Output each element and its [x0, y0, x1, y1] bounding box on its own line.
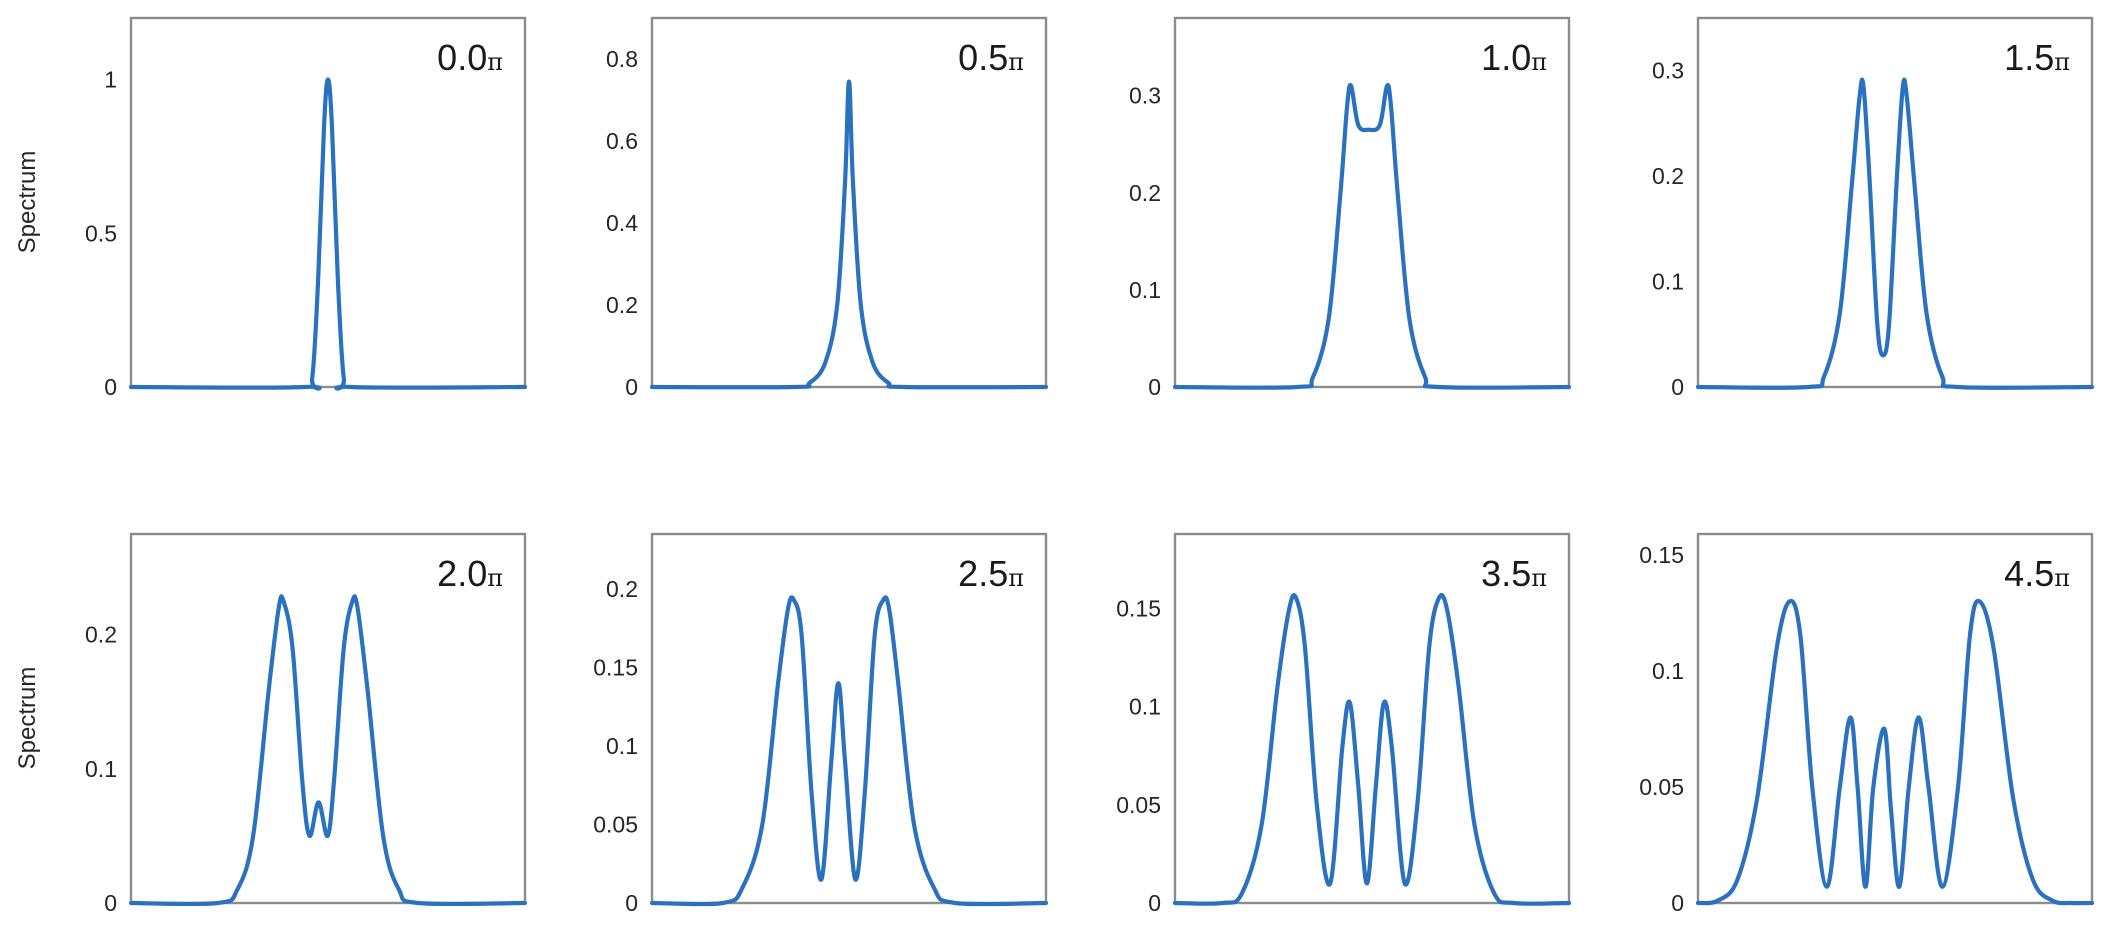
y-tick-label: 0 — [625, 890, 638, 916]
subplot-4-5pi: 0 0.05 0.1 0.15 4.5π — [1639, 532, 2095, 916]
y-tick-label: 1 — [104, 67, 117, 93]
axes-frame — [129, 532, 527, 905]
panel-phase-label: 2.0π — [437, 553, 503, 594]
y-axis-label-top-row: Spectrum — [14, 150, 41, 254]
spectrum-line — [1695, 598, 2095, 906]
y-tick-label: 0.3 — [1129, 83, 1161, 109]
y-tick-label: 0.1 — [1129, 277, 1161, 303]
y-tick-label: 0 — [1671, 890, 1684, 916]
y-tick-label: 0.6 — [606, 128, 638, 154]
y-tick-label: 0.05 — [1116, 792, 1161, 818]
phase-value: 3.5 — [1481, 553, 1531, 594]
pi-symbol: π — [1008, 48, 1024, 76]
pi-symbol: π — [1531, 564, 1547, 592]
y-tick-label: 0.1 — [1652, 658, 1684, 684]
phase-value: 2.5 — [958, 553, 1008, 594]
y-tick-label: 0.1 — [85, 756, 117, 782]
subplot-2-5pi: 0 0.05 0.1 0.15 0.2 2.5π — [593, 532, 1049, 916]
y-tick-label: 0.1 — [1129, 694, 1161, 720]
panel-phase-label: 1.0π — [1481, 37, 1547, 78]
spectrum-line — [128, 77, 528, 391]
pi-symbol: π — [2054, 564, 2070, 592]
subplot-3-5pi: 0 0.05 0.1 0.15 3.5π — [1116, 532, 1572, 916]
subplot-1-0pi: 0 0.1 0.2 0.3 1.0π — [1129, 16, 1572, 400]
y-tick-label: 0.05 — [1639, 774, 1684, 800]
phase-value: 2.0 — [437, 553, 487, 594]
y-tick-label: 0 — [1671, 374, 1684, 400]
panel-phase-label: 2.5π — [958, 553, 1024, 594]
phase-value: 0.0 — [437, 37, 487, 78]
y-tick-label: 0.8 — [606, 46, 638, 72]
subplot-0-5pi: 0 0.2 0.4 0.6 0.8 0.5π — [606, 16, 1049, 400]
phase-value: 4.5 — [2004, 553, 2054, 594]
spectrum-line — [128, 594, 528, 907]
y-axis-label-bottom-row: Spectrum — [14, 666, 41, 770]
y-tick-label: 0 — [625, 374, 638, 400]
panel-phase-label: 1.5π — [2004, 37, 2070, 78]
y-tick-label: 0.5 — [85, 220, 117, 246]
y-tick-label: 0 — [104, 374, 117, 400]
phase-value: 1.0 — [1481, 37, 1531, 78]
spectrum-line — [1172, 593, 1572, 906]
spectrum-line — [649, 595, 1049, 907]
y-tick-label: 0.05 — [593, 811, 638, 837]
pi-symbol: π — [1008, 564, 1024, 592]
subplot-0-0pi: 0 0.5 1 0.0π — [85, 16, 528, 400]
y-tick-label: 0.2 — [606, 292, 638, 318]
pi-symbol: π — [487, 564, 503, 592]
y-tick-label: 0.3 — [1652, 58, 1684, 84]
panel-phase-label: 4.5π — [2004, 553, 2070, 594]
y-tick-label: 0.1 — [1652, 269, 1684, 295]
y-tick-label: 0 — [104, 890, 117, 916]
y-tick-label: 0.1 — [606, 733, 638, 759]
phase-value: 0.5 — [958, 37, 1008, 78]
spectrum-line — [649, 79, 1049, 390]
y-tick-label: 0 — [1148, 374, 1161, 400]
panel-phase-label: 0.0π — [437, 37, 503, 78]
y-tick-label: 0.2 — [85, 622, 117, 648]
y-tick-label: 0.15 — [1116, 596, 1161, 622]
pi-symbol: π — [1531, 48, 1547, 76]
panel-phase-label: 3.5π — [1481, 553, 1547, 594]
axes-frame — [1173, 16, 1571, 389]
pi-symbol: π — [2054, 48, 2070, 76]
y-tick-label: 0.4 — [606, 210, 638, 236]
y-tick-label: 0 — [1148, 890, 1161, 916]
y-tick-label: 0.15 — [593, 654, 638, 680]
spectrum-line — [1695, 77, 2095, 390]
y-tick-label: 0.2 — [1129, 180, 1161, 206]
y-tick-label: 0.2 — [606, 576, 638, 602]
subplot-1-5pi: 0 0.1 0.2 0.3 1.5π — [1652, 16, 2095, 400]
subplot-2-0pi: 0 0.1 0.2 2.0π — [85, 532, 528, 916]
panel-phase-label: 0.5π — [958, 37, 1024, 78]
spectrum-line — [1172, 83, 1572, 390]
y-tick-label: 0.15 — [1639, 542, 1684, 568]
y-tick-label: 0.2 — [1652, 163, 1684, 189]
phase-value: 1.5 — [2004, 37, 2054, 78]
pi-symbol: π — [487, 48, 503, 76]
